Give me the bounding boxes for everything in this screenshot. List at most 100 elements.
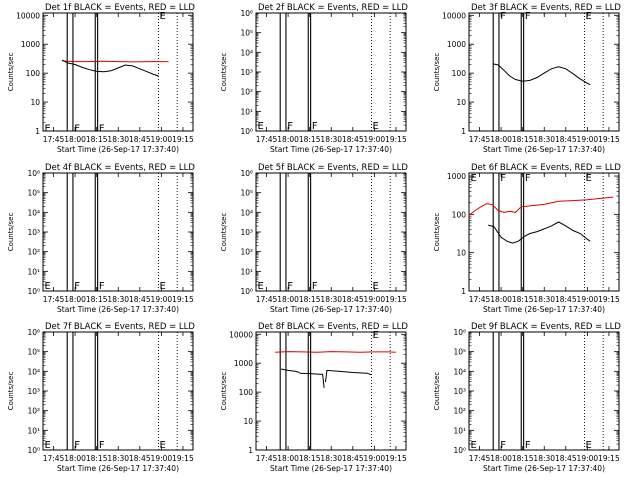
x-tick-label: 18:00 [277, 135, 299, 144]
marker-label: E [585, 11, 591, 22]
x-axis-label: Start Time (26-Sep-17 17:37:40) [270, 145, 392, 154]
series-line [61, 59, 159, 77]
x-tick-label: 18:15 [299, 135, 321, 144]
x-tick-label: 19:15 [385, 135, 407, 144]
x-tick-label: 19:15 [598, 135, 620, 144]
x-tick-label: 18:15 [512, 454, 534, 463]
x-tick-label: 18:15 [86, 295, 108, 304]
marker-label: E [372, 281, 378, 292]
marker-label: E [257, 281, 263, 292]
chart-title: Det 8f BLACK = Events, RED = LLD [258, 322, 408, 332]
x-tick-label: 19:00 [364, 135, 386, 144]
y-tick-label: 10 [456, 249, 466, 258]
x-tick-label: 18:15 [86, 454, 108, 463]
x-tick-label: 18:30 [320, 135, 342, 144]
y-tick-label: 100 [452, 210, 467, 219]
x-tick-label: 18:00 [64, 295, 86, 304]
y-tick-label: 10000 [16, 11, 40, 20]
x-tick-label: 19:15 [598, 454, 620, 463]
x-axis-label: Start Time (26-Sep-17 17:37:40) [483, 145, 605, 154]
series-line [280, 368, 300, 373]
x-tick-label: 18:00 [64, 135, 86, 144]
x-tick-label: 17:45 [469, 135, 491, 144]
x-axis-label: Start Time (26-Sep-17 17:37:40) [57, 464, 179, 473]
marker-label: F [74, 281, 80, 292]
y-tick-label: 10² [240, 88, 253, 97]
marker-label: E [470, 173, 476, 184]
x-tick-label: 18:30 [320, 454, 342, 463]
series-line [468, 196, 614, 216]
y-tick-label: 10⁶ [240, 169, 253, 178]
y-tick-label: 1 [461, 287, 466, 296]
x-tick-label: 18:30 [107, 295, 129, 304]
chart-title: Det 6f BLACK = Events, RED = LLD [471, 163, 621, 173]
chart-title: Det 9f BLACK = Events, RED = LLD [471, 322, 621, 332]
marker-label: F [500, 440, 506, 451]
y-tick-label: 100 [239, 388, 254, 397]
y-tick-label: 1 [248, 446, 253, 455]
marker-label: F [74, 124, 80, 135]
y-tick-label: 100 [26, 69, 41, 78]
x-tick-label: 17:45 [256, 454, 278, 463]
x-tick-label: 18:30 [107, 454, 129, 463]
y-tick-label: 10³ [240, 68, 253, 77]
x-axis-label: Start Time (26-Sep-17 17:37:40) [270, 305, 392, 314]
series-line [488, 221, 591, 244]
marker-label: E [372, 121, 378, 132]
y-tick-label: 10⁵ [240, 29, 253, 38]
y-tick-label: 1000 [447, 172, 466, 181]
x-tick-label: 18:30 [533, 454, 555, 463]
x-tick-label: 18:45 [342, 454, 364, 463]
x-tick-label: 18:30 [533, 295, 555, 304]
plot-frame [468, 12, 620, 132]
y-tick-label: 10⁴ [453, 367, 466, 376]
x-tick-label: 18:15 [299, 454, 321, 463]
x-tick-label: 18:45 [129, 454, 151, 463]
y-tick-label: 10⁰ [27, 446, 40, 455]
y-tick-label: 1 [461, 127, 466, 136]
series-line [275, 351, 396, 353]
x-tick-label: 18:15 [512, 135, 534, 144]
x-tick-label: 17:45 [256, 295, 278, 304]
x-tick-label: 17:45 [469, 295, 491, 304]
y-tick-label: 10⁰ [240, 127, 253, 136]
x-tick-label: 19:00 [577, 295, 599, 304]
marker-label: F [287, 281, 293, 292]
y-tick-label: 10⁴ [27, 208, 40, 217]
x-tick-label: 18:45 [129, 295, 151, 304]
y-tick-label: 10⁰ [240, 287, 253, 296]
y-axis-label: Counts/sec [220, 53, 228, 92]
x-tick-label: 19:15 [598, 295, 620, 304]
marker-label: E [159, 281, 165, 292]
y-tick-label: 10¹ [240, 107, 253, 116]
x-tick-label: 18:45 [342, 135, 364, 144]
marker-label: E [372, 330, 378, 341]
y-tick-label: 10² [27, 407, 40, 416]
x-tick-label: 19:15 [172, 295, 194, 304]
y-tick-label: 10⁴ [27, 367, 40, 376]
marker-label: E [470, 440, 476, 451]
plot-frame [468, 172, 620, 292]
x-tick-label: 18:15 [299, 295, 321, 304]
plot-frame [255, 12, 407, 132]
y-tick-label: 10³ [27, 228, 40, 237]
x-axis-label: Start Time (26-Sep-17 17:37:40) [270, 464, 392, 473]
y-tick-label: 10¹ [27, 426, 40, 435]
y-tick-label: 10³ [240, 228, 253, 237]
y-tick-label: 10⁶ [240, 9, 253, 18]
y-axis-label: Counts/sec [433, 213, 441, 252]
x-tick-label: 17:45 [469, 454, 491, 463]
y-axis-label: Counts/sec [220, 372, 228, 411]
x-tick-label: 19:00 [577, 135, 599, 144]
x-axis-label: Start Time (26-Sep-17 17:37:40) [57, 145, 179, 154]
y-tick-label: 10⁵ [453, 348, 466, 357]
y-tick-label: 1000 [21, 40, 40, 49]
marker-label: E [44, 281, 50, 292]
marker-label: E [44, 440, 50, 451]
marker-label: F [99, 440, 105, 451]
